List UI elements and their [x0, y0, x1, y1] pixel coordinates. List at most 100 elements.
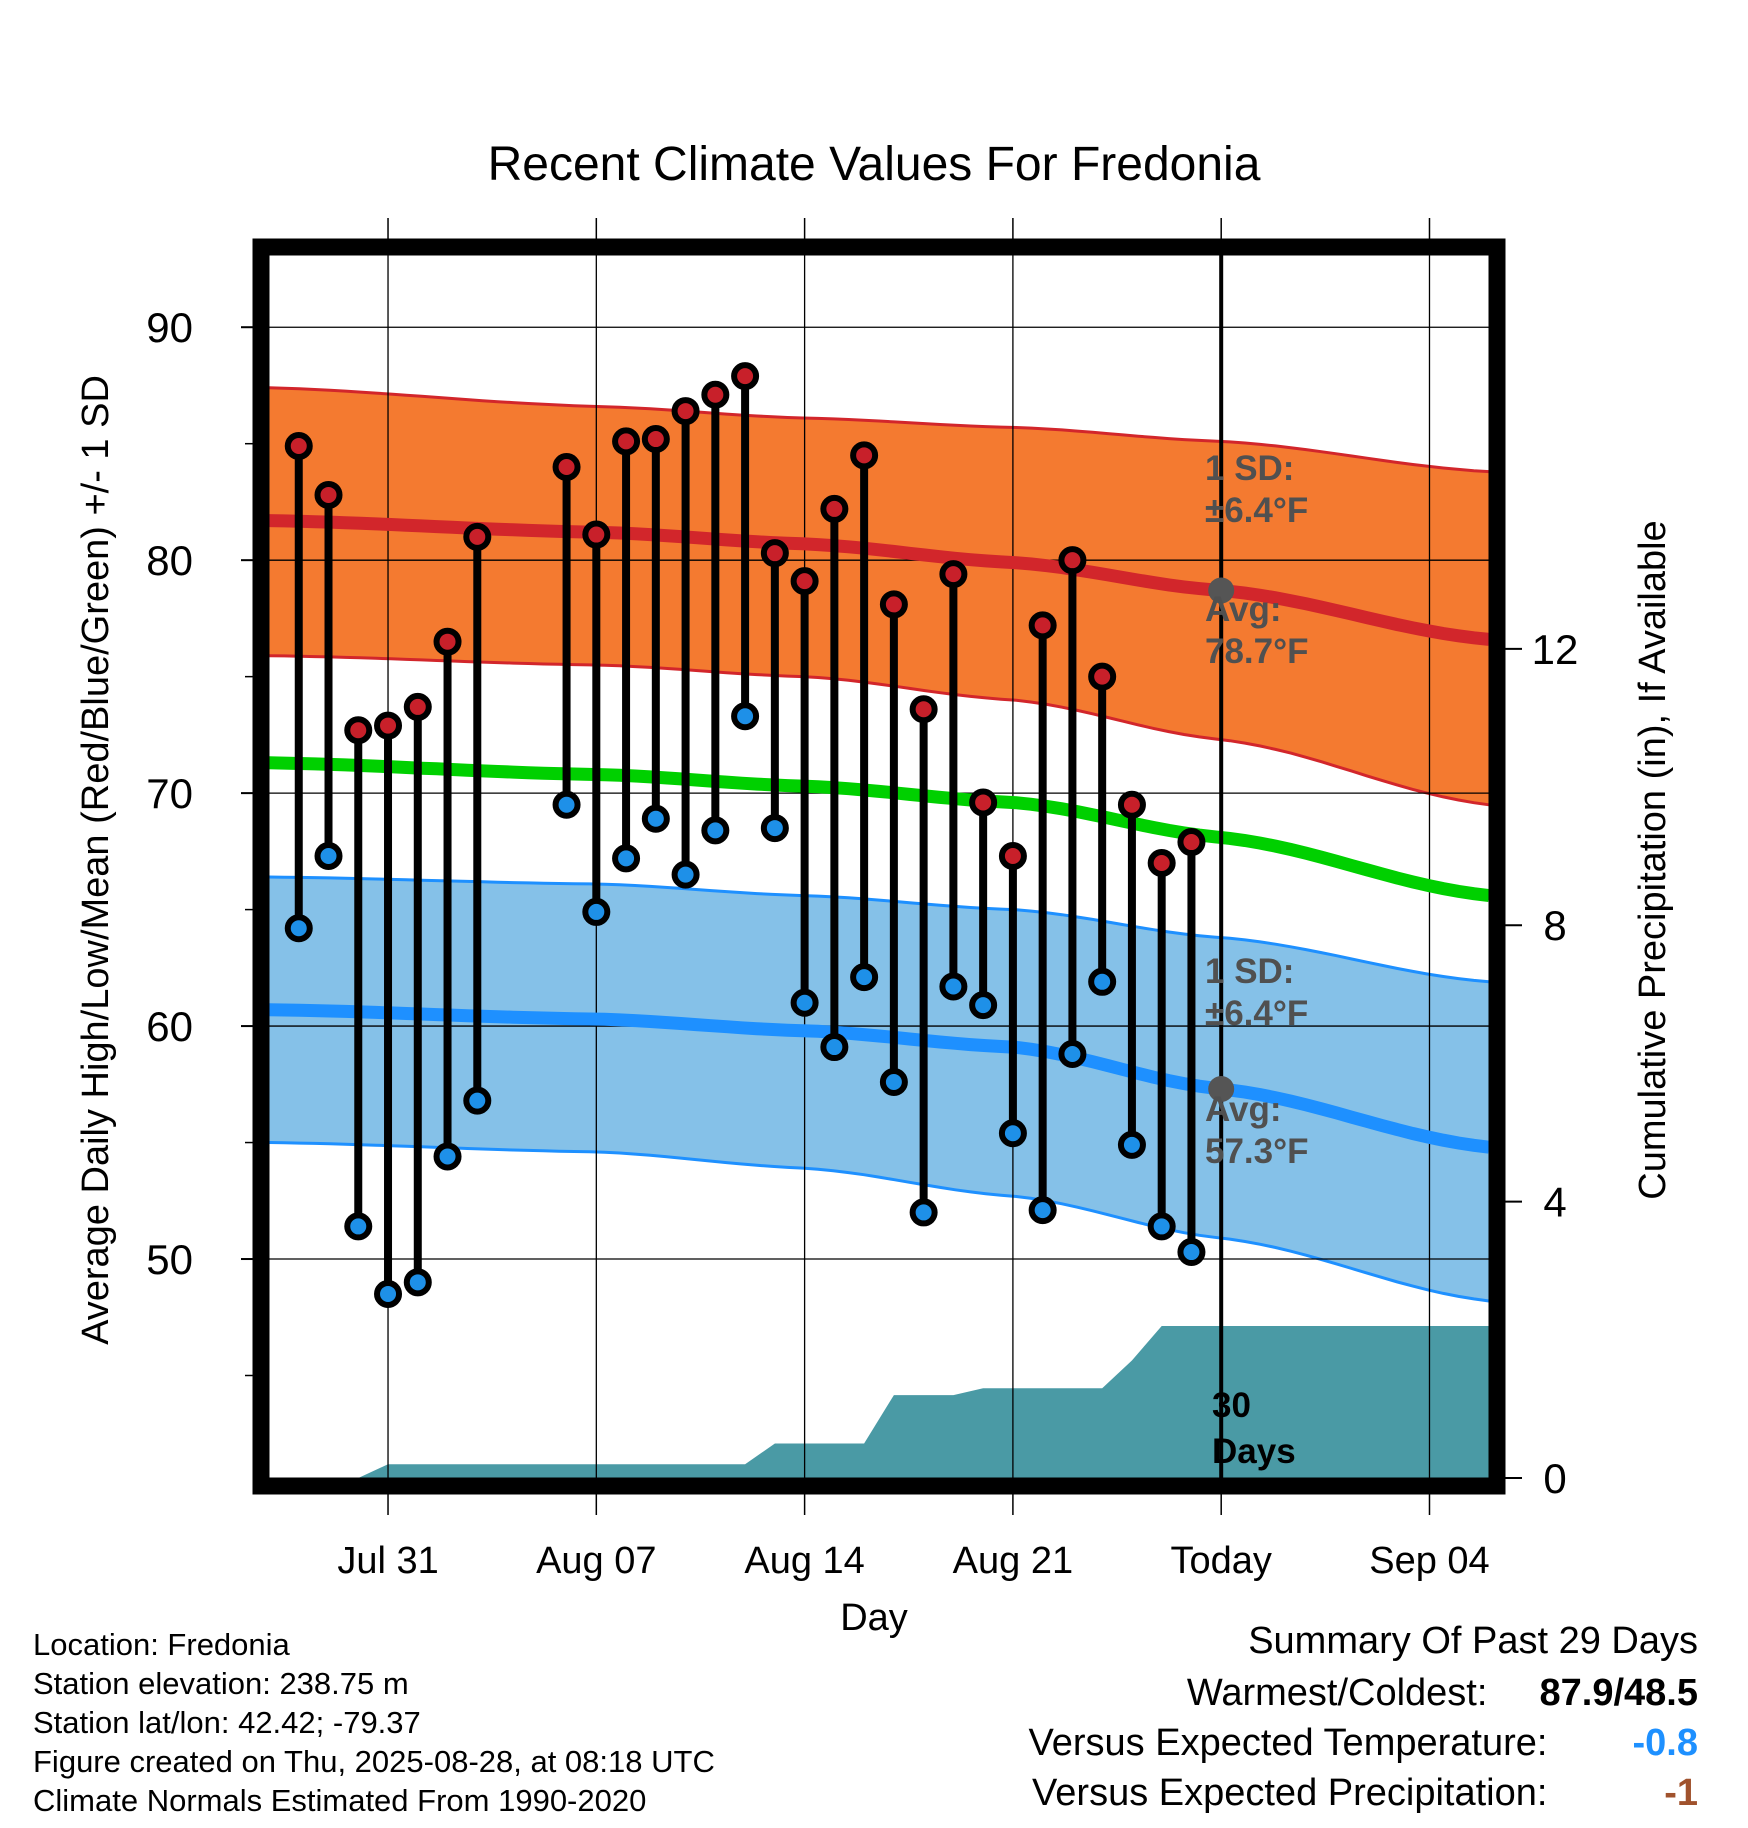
obs-high-point — [1177, 828, 1206, 857]
obs-high-point — [1088, 662, 1117, 691]
y-tick-label: 90 — [146, 304, 193, 351]
today-high-normal-point — [1208, 577, 1235, 604]
y-tick-label: 70 — [146, 770, 193, 817]
y2-axis-label: Cumulative Precipitation (in), If Availa… — [1632, 520, 1674, 1199]
obs-high-point — [1058, 546, 1087, 575]
summary-panel: Summary Of Past 29 Days Warmest/Coldest:… — [698, 1620, 1698, 1820]
obs-low-point — [433, 1142, 462, 1171]
obs-low-point — [1147, 1212, 1176, 1241]
info-latlon: Station lat/lon: 42.42; -79.37 — [33, 1705, 421, 1740]
obs-high-point — [969, 788, 998, 817]
today-low-normal-point — [1208, 1075, 1235, 1102]
low-avg-label-1: Avg: — [1205, 1090, 1281, 1129]
obs-high-point — [790, 567, 819, 596]
low-avg-label-2: 57.3°F — [1205, 1132, 1309, 1171]
obs-high-point — [612, 427, 641, 456]
y2-tick-label: 12 — [1532, 626, 1579, 673]
obs-low-point — [1058, 1040, 1087, 1069]
obs-high-point — [1028, 611, 1057, 640]
x-tick-label: Aug 07 — [536, 1540, 656, 1582]
obs-high-point — [641, 425, 670, 454]
obs-low-point — [731, 702, 760, 731]
precip-area — [358, 1326, 1489, 1478]
y-tick-label: 60 — [146, 1003, 193, 1050]
obs-high-point — [939, 560, 968, 589]
obs-low-point — [909, 1198, 938, 1227]
obs-high-point — [671, 397, 700, 426]
obs-high-point — [1117, 790, 1146, 819]
summary-warmest-coldest: Warmest/Coldest: 87.9/48.5 — [1187, 1672, 1698, 1715]
obs-low-point — [671, 860, 700, 889]
normal-bands — [268, 386, 1490, 1303]
obs-low-point — [314, 842, 343, 871]
obs-high-point — [820, 494, 849, 523]
y2-tick-label: 8 — [1543, 902, 1566, 949]
obs-high-point — [582, 520, 611, 549]
summary-temp: Versus Expected Temperature: -0.8 — [1029, 1722, 1698, 1765]
high-sd-label-1: 1 SD: — [1205, 449, 1294, 488]
obs-low-point — [284, 914, 313, 943]
temp-label: Versus Expected Temperature: — [1028, 1722, 1548, 1764]
y2-tick-label: 4 — [1543, 1179, 1566, 1226]
info-elevation: Station elevation: 238.75 m — [33, 1666, 409, 1701]
obs-low-point — [969, 991, 998, 1020]
obs-high-point — [909, 695, 938, 724]
obs-low-point — [1088, 967, 1117, 996]
precip-label: Versus Expected Precipitation: — [1032, 1772, 1548, 1814]
x-tick-label: Aug 14 — [744, 1540, 864, 1582]
temp-value: -0.8 — [1632, 1722, 1698, 1764]
high-sd-band — [269, 387, 1489, 805]
precip-label-2: Days — [1212, 1432, 1296, 1471]
warmest-coldest-label: Warmest/Coldest: — [1186, 1672, 1488, 1714]
obs-low-point — [641, 804, 670, 833]
obs-low-point — [552, 790, 581, 819]
high-avg-label-2: 78.7°F — [1205, 632, 1309, 671]
obs-low-point — [344, 1212, 373, 1241]
plot-frame — [252, 238, 1506, 1495]
today-marker — [1208, 255, 1235, 1478]
high-sd-upper-line — [268, 386, 1490, 474]
obs-high-point — [731, 362, 760, 391]
obs-high-point — [403, 692, 432, 721]
obs-low-point — [701, 816, 730, 845]
summary-title: Summary Of Past 29 Days — [1248, 1620, 1698, 1662]
obs-high-point — [463, 522, 492, 551]
x-tick-label: Jul 31 — [337, 1540, 438, 1582]
y-tick-label: 50 — [146, 1236, 193, 1283]
info-created: Figure created on Thu, 2025-08-28, at 08… — [33, 1744, 715, 1779]
obs-low-point — [790, 988, 819, 1017]
warmest-coldest-value: 87.9/48.5 — [1539, 1672, 1698, 1714]
obs-low-point — [463, 1086, 492, 1115]
axes: 50 60 70 80 90 0 4 8 12 Jul 31 Aug 07 Aug 14 Aug 21 T… — [146, 218, 1578, 1582]
obs-low-point — [374, 1279, 403, 1308]
obs-low-point — [998, 1119, 1027, 1148]
obs-low-point — [582, 897, 611, 926]
low-sd-label-2: ±6.4°F — [1205, 994, 1308, 1033]
obs-low-point — [1177, 1238, 1206, 1267]
y-tick-label: 80 — [146, 537, 193, 584]
obs-high-point — [314, 480, 343, 509]
low-sd-label-1: 1 SD: — [1205, 952, 1294, 991]
observations — [284, 362, 1206, 1308]
x-tick-label: Sep 04 — [1369, 1540, 1489, 1582]
high-sd-lower-line — [268, 654, 1490, 807]
y-axis-label: Average Daily High/Low/Mean (Red/Blue/Gr… — [75, 375, 117, 1345]
x-axis-label: Day — [840, 1597, 908, 1639]
obs-high-point — [552, 452, 581, 481]
precip-label-1: 30 — [1212, 1386, 1251, 1425]
summary-precip: Versus Expected Precipitation: -1 — [1032, 1772, 1698, 1815]
obs-low-point — [760, 814, 789, 843]
info-location: Location: Fredonia — [33, 1627, 290, 1662]
precip-area-layer — [358, 1326, 1489, 1478]
obs-low-point — [1028, 1196, 1057, 1225]
normal-mean-line — [268, 756, 1490, 903]
obs-low-point — [939, 972, 968, 1001]
obs-low-point — [820, 1033, 849, 1062]
high-sd-label-2: ±6.4°F — [1205, 491, 1308, 530]
obs-high-point — [374, 711, 403, 740]
obs-high-point — [284, 432, 313, 461]
obs-high-point — [344, 716, 373, 745]
station-info: Location: Fredonia Station elevation: 23… — [33, 1625, 715, 1820]
obs-high-point — [850, 441, 879, 470]
